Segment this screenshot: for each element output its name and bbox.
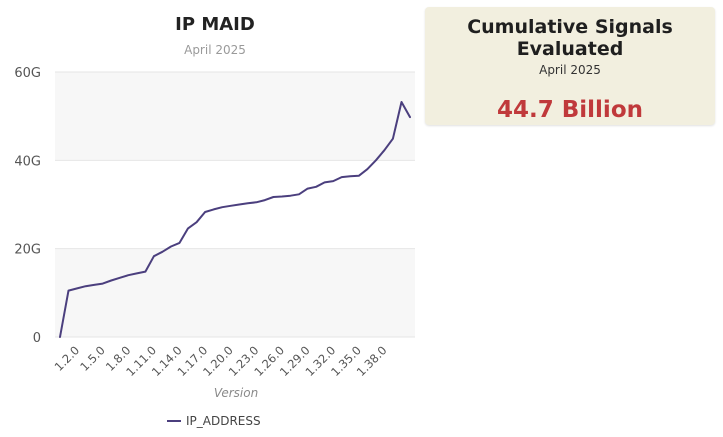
x-tick-label: 1.2.0 [52, 343, 83, 374]
y-tick-label: 60G [14, 66, 41, 81]
kpi-value: 44.7 Billion [497, 97, 643, 123]
plot-band [55, 248, 415, 337]
chart-title: IP MAID [175, 14, 255, 35]
series-layer [59, 101, 411, 338]
plot-band [55, 72, 415, 161]
legend-label: IP_ADDRESS [186, 414, 261, 428]
y-axis-ticks: 0 20G 40G 60G [14, 66, 41, 346]
gridlines [55, 71, 415, 338]
y-tick-label: 40G [14, 154, 41, 169]
kpi-card: Cumulative Signals Evaluated April 2025 … [425, 7, 715, 125]
y-tick-label: 20G [14, 243, 41, 258]
line-chart: IP MAID April 2025 0 20G 40G 60G 1.2.01.5.0… [14, 14, 415, 428]
x-axis-title: Version [214, 386, 258, 400]
chart-subtitle: April 2025 [184, 43, 246, 57]
x-tick-label: 1.5.0 [77, 343, 108, 374]
legend[interactable]: IP_ADDRESS [167, 414, 261, 428]
series-line-ip-address[interactable] [59, 101, 411, 338]
kpi-title: Cumulative Signals Evaluated [467, 16, 673, 60]
x-axis-ticks: 1.2.01.5.01.8.01.11.01.14.01.17.01.20.01… [52, 343, 390, 379]
y-tick-label: 0 [33, 331, 41, 346]
kpi-subtitle: April 2025 [539, 63, 601, 77]
